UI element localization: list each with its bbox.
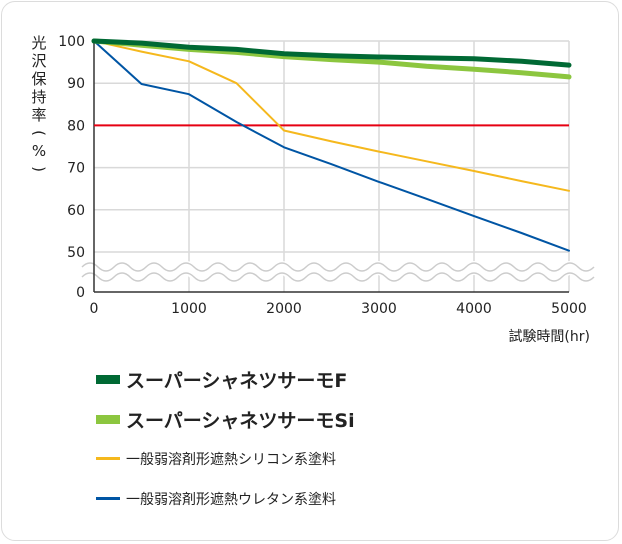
x-tick-label: 2000 [266, 301, 302, 317]
x-tick-label: 3000 [361, 301, 397, 317]
y-axis-label-text: 光沢保持率(%) [30, 34, 48, 172]
x-tick-label: 4000 [456, 301, 492, 317]
legend-label-silicone: 一般弱溶剤形遮熱シリコン系塗料 [126, 452, 336, 468]
series-line-3 [93, 40, 570, 252]
y-tick-label: 0 [76, 285, 85, 301]
y-tick-label: 80 [67, 118, 85, 134]
y-tick-label: 50 [67, 245, 85, 261]
x-tick-label: 0 [90, 301, 99, 317]
y-tick-label: 90 [67, 76, 85, 92]
legend-swatch-si [96, 415, 120, 424]
series-line-0 [91, 38, 572, 68]
axis-break-mask [77, 261, 599, 283]
legend-label-si: スーパーシャネツサーモSi [126, 410, 355, 432]
legend-label-f: スーパーシャネツサーモF [126, 370, 348, 392]
y-tick-label: 100 [58, 34, 85, 50]
y-tick-label: 60 [67, 203, 85, 219]
y-axis-label: 光沢保持率(%) [30, 34, 48, 178]
x-tick-label: 1000 [171, 301, 207, 317]
series-line-2 [93, 40, 570, 192]
y-tick-label: 70 [67, 161, 85, 177]
legend-swatch-f [96, 375, 120, 384]
axis-break-wave-top [81, 262, 595, 272]
legend-label-urethane: 一般弱溶剤形遮熱ウレタン系塗料 [126, 492, 336, 508]
x-tick-label: 5000 [551, 301, 587, 317]
x-axis-label: 試験時間(hr) [508, 329, 590, 345]
axis-break-wave-bottom [81, 272, 595, 282]
legend-swatch-silicone [96, 457, 120, 460]
legend-swatch-urethane [96, 497, 120, 500]
